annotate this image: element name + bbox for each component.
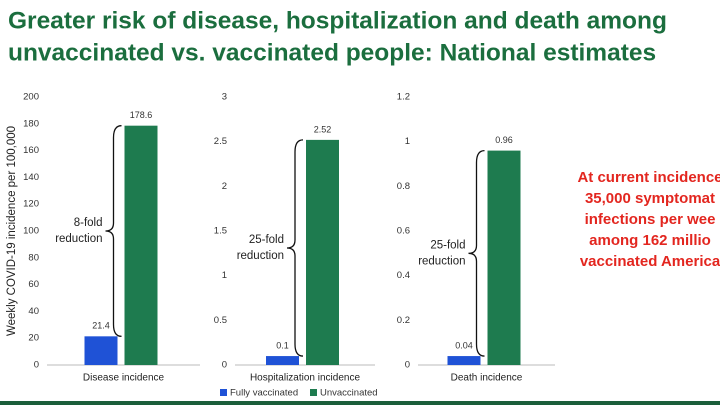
y-tick-label: 2.5	[214, 136, 227, 147]
side-note-line: 35,000 symptomat	[585, 190, 715, 207]
bar	[266, 356, 299, 365]
value-label: 2.52	[314, 124, 332, 134]
annotation: reduction	[55, 233, 102, 245]
y-tick-label: 100	[23, 226, 39, 237]
y-tick-label: 3	[222, 92, 227, 103]
annotation: 25-fold	[249, 234, 284, 246]
y-tick-label: 0.6	[397, 226, 410, 237]
value-label: 0.1	[276, 340, 289, 350]
x-tick-label: Hospitalization incidence	[250, 373, 361, 384]
x-tick-label: Death incidence	[451, 373, 523, 384]
y-tick-label: 0.5	[214, 315, 227, 326]
y-tick-label: 0.4	[397, 270, 410, 281]
legend-swatch	[310, 389, 317, 396]
bar	[447, 356, 481, 365]
value-label: 178.6	[130, 110, 153, 120]
y-tick-label: 80	[28, 252, 39, 263]
y-tick-label: 160	[23, 145, 39, 156]
legend-label: Unvaccinated	[320, 388, 378, 399]
y-tick-label: 0	[405, 360, 410, 371]
annotation: reduction	[237, 250, 284, 262]
bar	[84, 336, 118, 365]
y-tick-label: 0.2	[397, 315, 410, 326]
y-tick-label: 120	[23, 199, 39, 210]
y-tick-label: 200	[23, 92, 39, 103]
y-tick-label: 0	[222, 360, 227, 371]
y-tick-label: 40	[28, 306, 39, 317]
value-label: 0.04	[455, 340, 473, 350]
bar	[306, 139, 339, 365]
bar	[124, 125, 158, 366]
y-tick-label: 60	[28, 279, 39, 290]
y-tick-label: 140	[23, 172, 39, 183]
annotation: 8-fold	[74, 217, 103, 229]
y-tick-label: 2	[222, 181, 227, 192]
legend-label: Fully vaccinated	[230, 388, 298, 399]
brace	[286, 139, 304, 357]
y-tick-label: 0.8	[397, 181, 410, 192]
value-label: 21.4	[92, 321, 110, 331]
y-tick-label: 1	[405, 136, 410, 147]
y-tick-label: 180	[23, 118, 39, 129]
bar	[487, 150, 521, 365]
y-tick-label: 1.5	[214, 226, 227, 237]
y-axis-label: Weekly COVID-19 incidence per 100,000	[6, 126, 18, 336]
y-tick-label: 1	[222, 270, 227, 281]
title-line: unvaccinated vs. vaccinated people: Nati…	[8, 39, 656, 66]
brace	[105, 125, 122, 337]
side-note-line: vaccinated America	[580, 253, 720, 270]
bottom-rule	[0, 401, 720, 405]
legend-swatch	[220, 389, 227, 396]
annotation: reduction	[418, 255, 465, 267]
side-note-line: infections per wee	[585, 211, 716, 228]
side-note-line: At current incidence	[577, 169, 720, 186]
annotation: 25-fold	[430, 239, 465, 251]
side-note-line: among 162 millio	[589, 232, 711, 249]
y-tick-label: 1.2	[397, 92, 410, 103]
brace	[468, 149, 485, 357]
title-line: Greater risk of disease, hospitalization…	[8, 7, 667, 34]
x-tick-label: Disease incidence	[83, 373, 165, 384]
y-tick-label: 20	[28, 333, 39, 344]
y-tick-label: 0	[34, 360, 39, 371]
value-label: 0.96	[495, 135, 513, 145]
